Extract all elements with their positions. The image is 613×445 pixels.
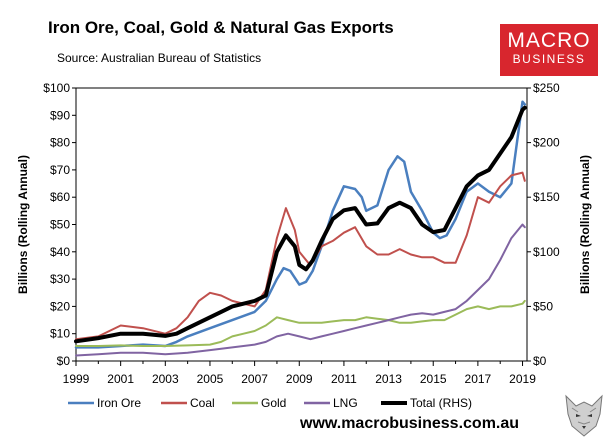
x-tick-label: 2013: [375, 372, 402, 386]
series-line-total-rhs: [74, 105, 527, 344]
wolf-mascot-icon: [565, 394, 603, 437]
legend-label-iron-ore: Iron Ore: [97, 396, 141, 410]
y-left-tick-label: $90: [50, 108, 70, 122]
legend-label-total-rhs: Total (RHS): [410, 396, 472, 410]
legend-label-lng: LNG: [333, 396, 358, 410]
y-right-tick-label: $100: [533, 245, 560, 259]
chart-series-layer: [74, 100, 527, 357]
x-tick-label: 2005: [197, 372, 224, 386]
chart-source: Source: Australian Bureau of Statistics: [57, 51, 262, 65]
x-tick-label: 2017: [465, 372, 492, 386]
y-right-tick-label: $0: [533, 354, 547, 368]
x-tick-label: 2009: [286, 372, 313, 386]
series-line-coal: [75, 171, 526, 341]
y-left-tick-label: $30: [50, 272, 70, 286]
plot-frame: [75, 87, 528, 362]
x-tick-label: 2003: [152, 372, 179, 386]
x-tick-label: 1999: [63, 372, 90, 386]
y-left-tick-label: $100: [43, 81, 70, 95]
series-line-gold: [75, 299, 526, 347]
y-right-tick-label: $150: [533, 190, 560, 204]
y-left-tick-label: $70: [50, 163, 70, 177]
y-left-tick-label: $80: [50, 136, 70, 150]
y-right-tick-label: $250: [533, 81, 560, 95]
legend-label-gold: Gold: [261, 396, 286, 410]
legend-label-coal: Coal: [190, 396, 215, 410]
y-left-tick-label: $60: [50, 190, 70, 204]
series-line-lng: [75, 223, 526, 357]
y-left-tick-label: $20: [50, 299, 70, 313]
logo-line-business: BUSINESS: [512, 52, 586, 66]
y-left-axis-title: Billions (Rolling Annual): [16, 155, 30, 294]
x-tick-label: 2019: [509, 372, 536, 386]
y-left-tick-label: $50: [50, 218, 70, 232]
y-left-tick-label: $0: [57, 354, 71, 368]
y-left-tick-label: $40: [50, 245, 70, 259]
logo-line-macro: MACRO: [507, 29, 591, 52]
y-left-tick-label: $10: [50, 327, 70, 341]
y-right-axis-title: Billions (Rolling Annual): [578, 155, 592, 294]
x-tick-label: 2001: [107, 372, 134, 386]
chart-legend: Iron Ore Coal Gold LNG Total (RHS): [68, 396, 472, 410]
website-url: www.macrobusiness.com.au: [300, 415, 520, 432]
x-tick-label: 2015: [420, 372, 447, 386]
series-line-iron-ore: [74, 100, 527, 349]
x-tick-label: 2007: [241, 372, 268, 386]
y-right-tick-label: $50: [533, 299, 553, 313]
chart-axes: $0 $10 $20 $30 $40 $50 $60 $70 $80 $90 $100 $0 $50 $1…: [16, 81, 592, 386]
macrobusiness-logo: MACRO BUSINESS: [500, 24, 598, 76]
chart-title: Iron Ore, Coal, Gold & Natural Gas Expor…: [48, 18, 394, 37]
x-tick-label: 2011: [331, 372, 357, 386]
y-right-tick-label: $200: [533, 136, 560, 150]
